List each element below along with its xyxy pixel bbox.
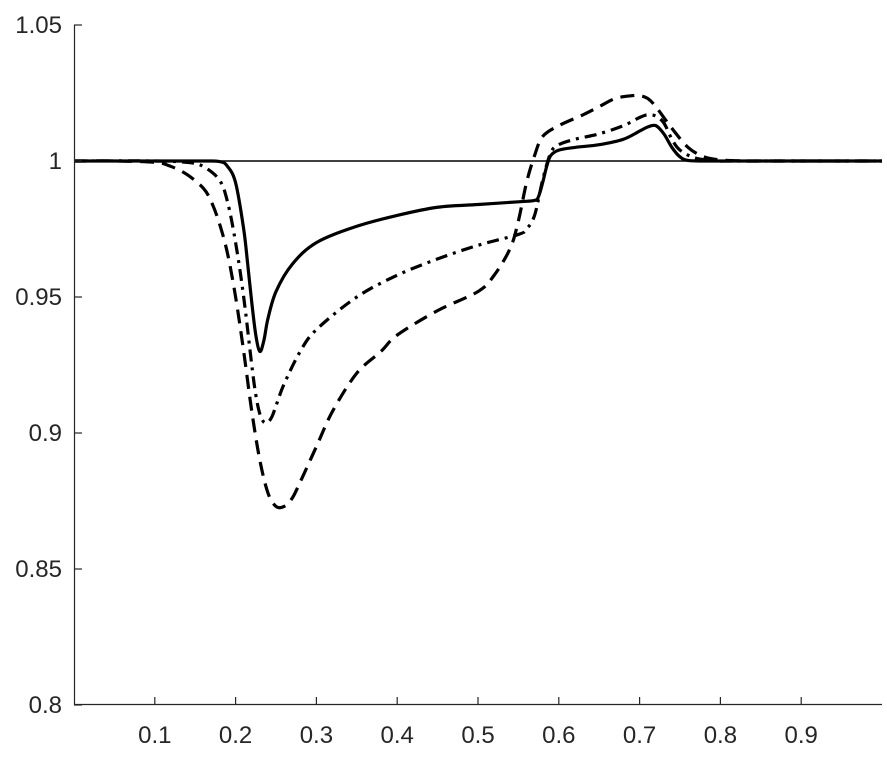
series-line-dashed [73, 93, 882, 510]
x-tick-label: 0.9 [785, 722, 818, 749]
x-tick-label: 0.8 [704, 722, 737, 749]
series-line-solid [73, 123, 882, 354]
y-tick-label: 1.05 [15, 12, 62, 39]
x-tick-label: 0.4 [381, 722, 414, 749]
axes-layer [73, 25, 882, 706]
x-tick-label: 0.7 [623, 722, 656, 749]
y-tick-label: 0.85 [15, 556, 62, 583]
series-line-dashdot [73, 113, 882, 425]
y-tick-label: 0.8 [29, 692, 62, 719]
y-tick-label: 1 [49, 148, 62, 175]
x-tick-label: 0.2 [219, 722, 252, 749]
series-layer [73, 93, 882, 510]
x-tick-label: 0.1 [138, 722, 171, 749]
y-tick-label: 0.95 [15, 284, 62, 311]
ticks-layer: 0.1 0.2 0.3 0.4 0.5 0.6 0.7 0.8 0.9 0.8 0.85 0.9 0.9… [15, 12, 818, 749]
x-tick-label: 0.6 [542, 722, 575, 749]
x-tick-label: 0.5 [461, 722, 494, 749]
x-tick-label: 0.3 [300, 722, 333, 749]
y-tick-label: 0.9 [29, 420, 62, 447]
